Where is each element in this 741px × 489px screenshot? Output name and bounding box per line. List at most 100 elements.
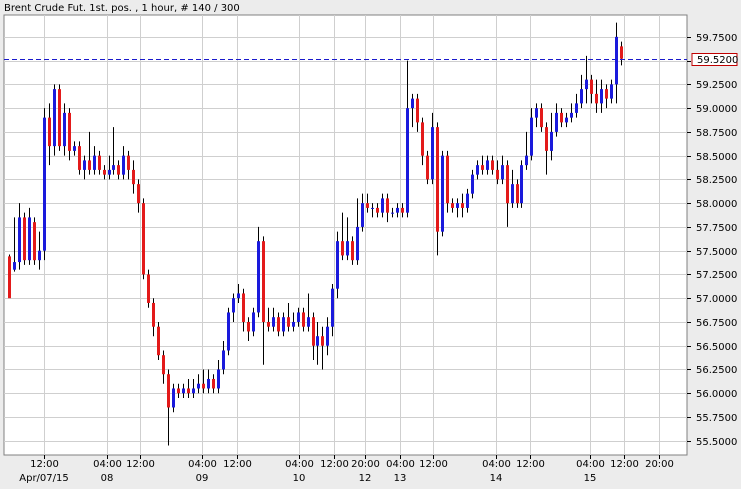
candle-body-up	[28, 217, 31, 261]
candle-body-down	[8, 256, 11, 299]
candle-body-up	[565, 117, 568, 123]
y-tick-label: 56.0000	[696, 389, 737, 400]
candle	[406, 60, 409, 218]
candle-body-up	[555, 112, 558, 132]
candle	[421, 117, 424, 166]
candle-body-up	[431, 127, 434, 180]
candle-body-up	[182, 388, 185, 394]
candle	[237, 283, 240, 303]
candle	[560, 108, 563, 128]
candle-body-up	[371, 207, 374, 209]
candle	[461, 193, 464, 218]
candle-body-down	[560, 112, 563, 123]
y-tick-label: 58.2500	[696, 175, 737, 186]
candle	[595, 79, 598, 113]
candle-body-down	[277, 317, 280, 332]
y-tick-label: 57.7500	[696, 223, 737, 234]
candle	[207, 369, 210, 394]
candle-body-up	[456, 203, 459, 208]
candle	[98, 150, 101, 175]
candle-body-down	[302, 312, 305, 327]
candle-body-down	[496, 169, 499, 180]
candle-body-down	[157, 326, 160, 356]
candle	[48, 103, 51, 166]
candle	[351, 236, 354, 265]
candle-body-down	[78, 146, 81, 170]
candle-body-down	[68, 112, 71, 151]
candle	[272, 307, 275, 332]
candle-body-up	[520, 165, 523, 204]
candle-body-up	[361, 203, 364, 227]
candle-body-up	[600, 89, 603, 104]
candle	[112, 127, 115, 175]
x-date-label: 09	[196, 473, 209, 484]
candle	[182, 383, 185, 398]
candle	[396, 203, 399, 218]
candle	[436, 122, 439, 256]
candle-body-down	[88, 160, 91, 170]
candle	[227, 307, 230, 356]
x-tick-label: 04:00	[93, 459, 122, 470]
candle-body-down	[545, 127, 548, 151]
candle	[187, 378, 190, 398]
candle-body-up	[356, 226, 359, 261]
candle	[585, 55, 588, 104]
candle-body-down	[312, 317, 315, 346]
candle-body-up	[227, 312, 230, 351]
candle	[371, 203, 374, 218]
candle-body-up	[346, 241, 349, 256]
candle	[302, 307, 305, 332]
y-tick-label: 56.7500	[696, 318, 737, 329]
candle-body-down	[376, 207, 379, 213]
candle	[78, 141, 81, 175]
candle-body-up	[222, 350, 225, 370]
candle-body-down	[262, 241, 265, 322]
candle-body-down	[247, 321, 250, 332]
y-tick-label: 57.2500	[696, 270, 737, 281]
candle	[177, 383, 180, 398]
candle-body-up	[441, 155, 444, 232]
x-date-label: 15	[584, 473, 597, 484]
candle-body-down	[540, 108, 543, 128]
candle-body-down	[620, 46, 623, 59]
x-date-label: 10	[293, 473, 306, 484]
candle	[312, 312, 315, 360]
candle-body-up	[336, 241, 339, 289]
candle	[361, 193, 364, 232]
candle	[137, 179, 140, 213]
candle	[605, 84, 608, 109]
y-tick-label: 55.5000	[696, 437, 737, 448]
candle-body-up	[172, 388, 175, 408]
x-tick-label: 12:00	[320, 459, 349, 470]
candle	[416, 93, 419, 132]
candle-body-up	[307, 317, 310, 327]
candle	[63, 103, 66, 156]
candle	[142, 198, 145, 280]
candle	[386, 193, 389, 223]
candle-body-up	[232, 298, 235, 313]
candle-body-down	[177, 388, 180, 394]
candle	[93, 146, 96, 175]
candle-body-down	[426, 155, 429, 180]
candle	[222, 340, 225, 375]
candle	[506, 160, 509, 227]
x-tick-label: 12:00	[419, 459, 448, 470]
candle-body-up	[217, 369, 220, 389]
candle	[202, 369, 205, 394]
candle	[217, 359, 220, 394]
candle-body-up	[486, 160, 489, 170]
candle-body-up	[53, 89, 56, 147]
candle	[540, 103, 543, 132]
candle-body-up	[610, 84, 613, 99]
candle-layer	[8, 22, 623, 446]
candle	[132, 160, 135, 194]
candle	[346, 217, 349, 261]
candle	[28, 207, 31, 265]
y-tick-label: 57.5000	[696, 247, 737, 258]
candle-body-up	[112, 165, 115, 170]
candle	[516, 179, 519, 208]
candle	[336, 231, 339, 299]
candle-body-down	[202, 383, 205, 389]
candle-body-up	[257, 241, 260, 313]
